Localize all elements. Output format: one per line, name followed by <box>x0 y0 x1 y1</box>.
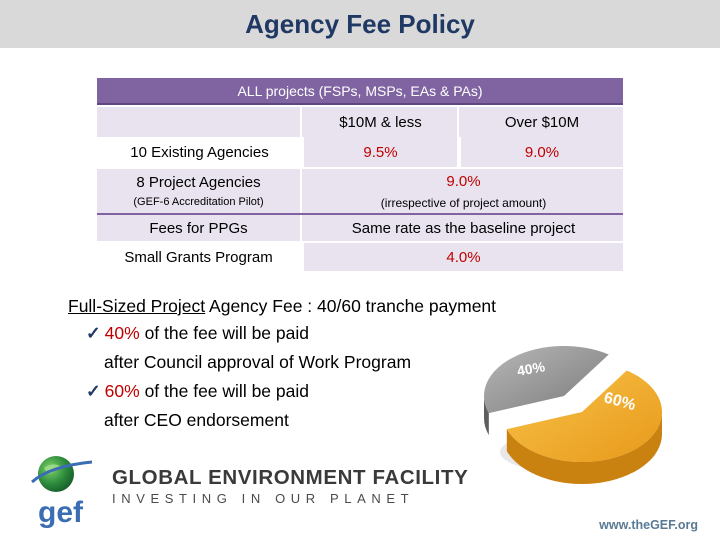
tranche-1-text: of the fee will be paid <box>139 323 309 343</box>
table-row: 10 Existing Agencies 9.5% 9.0% <box>97 137 623 167</box>
title-bar: Agency Fee Policy <box>0 0 720 48</box>
row-label-sgp: Small Grants Program <box>97 243 302 271</box>
fee-project-note: (irrespective of project amount) <box>380 195 547 210</box>
table-corner-cell <box>97 107 302 137</box>
pie-chart: 40% 60% <box>484 346 662 484</box>
org-name: GLOBAL ENVIRONMENT FACILITY <box>112 466 469 489</box>
full-sized-heading: Full-Sized Project Agency Fee : 40/60 tr… <box>68 296 496 317</box>
table-row: Fees for PPGs Same rate as the baseline … <box>97 213 623 241</box>
fee-ppg: Same rate as the baseline project <box>304 215 623 241</box>
tranche-2-text: of the fee will be paid <box>139 381 309 401</box>
orbit-icon <box>31 460 93 484</box>
check-icon: ✓ <box>86 323 101 343</box>
row-label-project-main: 8 Project Agencies <box>136 174 261 191</box>
table-header: ALL projects (FSPs, MSPs, EAs & PAs) <box>237 82 483 99</box>
tranche-2-percent: 60% <box>104 381 140 401</box>
tranche-item-2: ✓ 60% of the fee will be paid <box>86 381 309 402</box>
table-subheader-row: $10M & less Over $10M <box>97 107 623 137</box>
tranche-item-2-detail: after CEO endorsement <box>86 410 289 431</box>
col-header-small: $10M & less <box>304 107 459 137</box>
fee-existing-large: 9.0% <box>461 137 623 167</box>
full-sized-underlined: Full-Sized Project <box>68 296 206 316</box>
tranche-item-1-detail: after Council approval of Work Program <box>86 352 411 373</box>
org-tagline: INVESTING IN OUR PLANET <box>112 491 415 506</box>
pie-small-side <box>484 396 489 436</box>
gef-logo: gef <box>31 456 93 529</box>
check-icon: ✓ <box>86 381 101 401</box>
fee-existing-small: 9.5% <box>304 137 459 167</box>
fee-sgp: 4.0% <box>304 243 623 271</box>
pie-slice-large <box>506 370 662 462</box>
table-header-row: ALL projects (FSPs, MSPs, EAs & PAs) <box>97 78 623 105</box>
fee-project-value: 9.0% <box>446 172 481 190</box>
tranche-1-percent: 40% <box>104 323 140 343</box>
fee-project: 9.0% (irrespective of project amount) <box>304 169 623 213</box>
row-label-project: 8 Project Agencies (GEF-6 Accreditation … <box>97 169 302 213</box>
full-sized-rest: Agency Fee : 40/60 tranche payment <box>205 296 497 316</box>
pie-large-side <box>506 412 662 484</box>
table-row: Small Grants Program 4.0% <box>97 241 623 271</box>
row-label-ppg: Fees for PPGs <box>97 215 302 241</box>
page-title: Agency Fee Policy <box>245 8 475 39</box>
tranche-1-detail: after Council approval of Work Program <box>104 352 412 372</box>
website-url[interactable]: www.theGEF.org <box>599 518 698 532</box>
tranche-item-1: ✓ 40% of the fee will be paid <box>86 323 309 344</box>
tranche-2-detail: after CEO endorsement <box>104 410 289 430</box>
row-label-existing: 10 Existing Agencies <box>97 137 302 167</box>
row-label-project-sub: (GEF-6 Accreditation Pilot) <box>133 196 264 208</box>
gef-logo-text: gef <box>38 496 84 529</box>
pie-slice-small <box>484 346 609 414</box>
fee-table: ALL projects (FSPs, MSPs, EAs & PAs) $10… <box>97 78 623 271</box>
pie-label-small: 40% <box>516 358 547 379</box>
table-row: 8 Project Agencies (GEF-6 Accreditation … <box>97 167 623 213</box>
col-header-large: Over $10M <box>461 107 623 137</box>
